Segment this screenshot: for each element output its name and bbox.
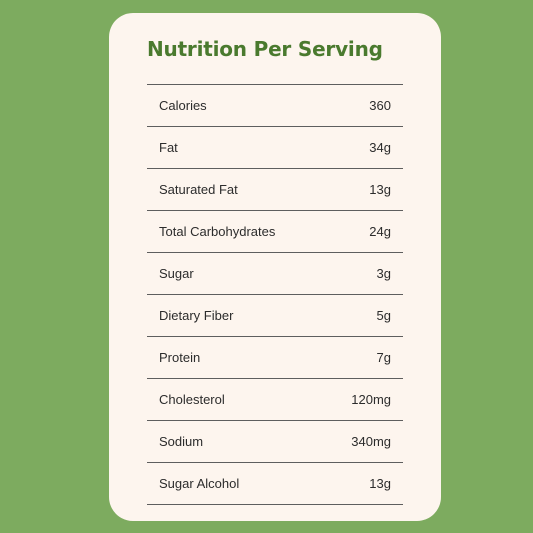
nutrient-label: Cholesterol (159, 392, 225, 407)
nutrient-label: Saturated Fat (159, 182, 238, 197)
nutrient-value: 360 (369, 98, 391, 113)
nutrient-label: Sugar (159, 266, 194, 281)
nutrient-label: Total Carbohydrates (159, 224, 276, 239)
nutrition-row-sugar-alcohol: Sugar Alcohol 13g (147, 463, 403, 505)
nutrient-value: 34g (369, 140, 391, 155)
nutrient-value: 5g (376, 308, 391, 323)
nutrition-row-fat: Fat 34g (147, 127, 403, 169)
nutrition-row-sugar: Sugar 3g (147, 253, 403, 295)
nutrient-value: 7g (376, 350, 391, 365)
nutrition-row-calories: Calories 360 (147, 85, 403, 127)
nutrient-value: 340mg (351, 434, 391, 449)
nutrition-row-total-carbohydrates: Total Carbohydrates 24g (147, 211, 403, 253)
page-title: Nutrition Per Serving (147, 37, 383, 61)
nutrition-table: Calories 360 Fat 34g Saturated Fat 13g T… (147, 84, 403, 505)
nutrition-row-sodium: Sodium 340mg (147, 421, 403, 463)
nutrition-card: Nutrition Per Serving Calories 360 Fat 3… (109, 13, 441, 521)
nutrient-value: 120mg (351, 392, 391, 407)
nutrient-label: Sugar Alcohol (159, 476, 240, 491)
nutrient-value: 24g (369, 224, 391, 239)
nutrient-label: Dietary Fiber (159, 308, 234, 323)
nutrient-value: 13g (369, 476, 391, 491)
nutrient-label: Sodium (159, 434, 204, 449)
nutrition-row-dietary-fiber: Dietary Fiber 5g (147, 295, 403, 337)
nutrient-label: Protein (159, 350, 201, 365)
nutrition-row-protein: Protein 7g (147, 337, 403, 379)
nutrient-label: Fat (159, 140, 178, 155)
nutrient-value: 13g (369, 182, 391, 197)
nutrition-row-saturated-fat: Saturated Fat 13g (147, 169, 403, 211)
nutrient-value: 3g (376, 266, 391, 281)
nutrition-row-cholesterol: Cholesterol 120mg (147, 379, 403, 421)
nutrient-label: Calories (159, 98, 207, 113)
